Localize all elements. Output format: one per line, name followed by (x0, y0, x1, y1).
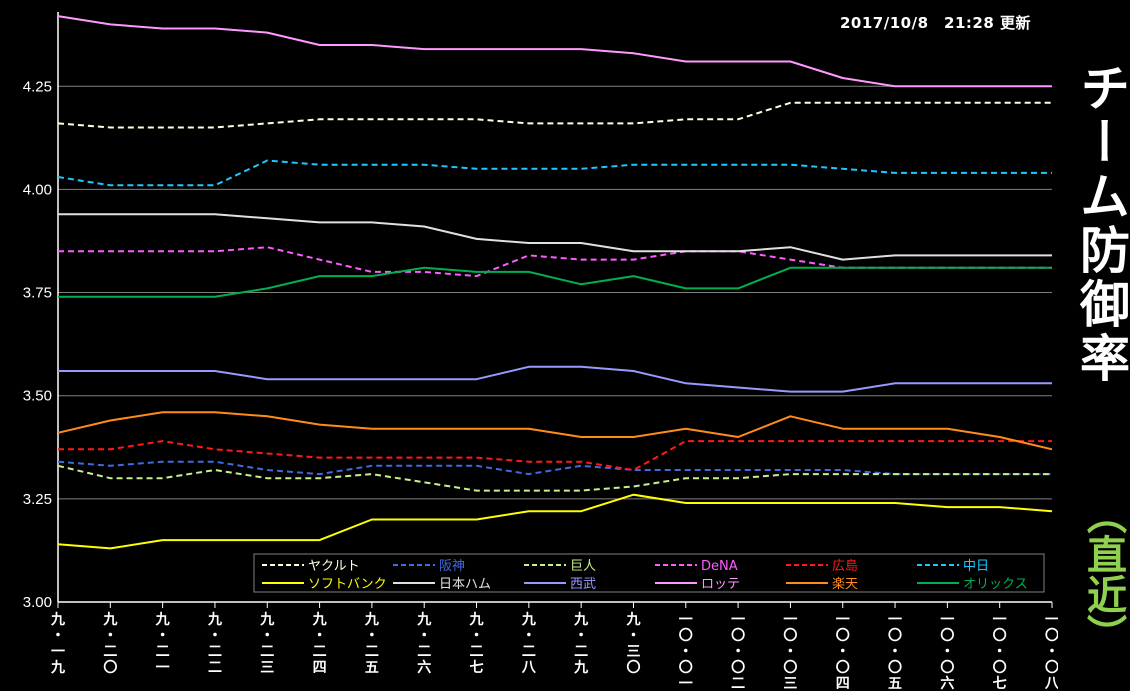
x-tick-label: 九・二六 (416, 612, 431, 676)
series-line-2 (57, 460, 1052, 476)
x-tick-label: 九・二八 (521, 612, 537, 676)
y-tick-label: 4.00 (23, 181, 52, 198)
y-tick-label: 3.50 (23, 388, 52, 405)
y-axis: 3.00 3.25 3.50 3.75 4.00 4.25 (23, 12, 59, 611)
y-tick-label: 3.25 (23, 491, 52, 508)
legend-label-7: ソフトバンク (308, 577, 387, 592)
series-line-12 (58, 266, 1052, 298)
series-line-7 (57, 493, 1053, 550)
x-tick-label: 九・二九 (573, 612, 588, 676)
legend-label-6: 中日 (963, 559, 989, 574)
series-line-6 (57, 159, 1052, 187)
series-line-5 (58, 440, 1052, 471)
x-tick-label: 九・二四 (312, 612, 327, 676)
x-tick-label: 九・三〇 (625, 612, 640, 676)
legend-label-5: 広島 (832, 559, 858, 574)
chart-side-title: チーム防御率 (1072, 62, 1130, 386)
x-tick-label: 九・二二 (207, 612, 222, 676)
x-tick-label: 一〇・〇一 (679, 612, 693, 691)
x-tick-label: 九・二七 (469, 612, 484, 676)
series-line-1 (57, 101, 1052, 129)
x-tick-label: 一〇・〇二 (731, 612, 745, 691)
legend-label-12: オリックス (963, 577, 1028, 592)
y-tick-label: 4.25 (23, 78, 52, 95)
legend-label-1: ヤクルト (308, 559, 360, 574)
x-tick-label: 九・一九 (50, 612, 65, 676)
series-line-11 (57, 411, 1053, 451)
legend-label-8: 日本ハム (439, 577, 491, 592)
legend-label-3: 巨人 (570, 559, 596, 574)
series-line-8 (58, 213, 1052, 261)
x-tick-label: 九・二五 (364, 612, 379, 676)
chart-side-subtitle: （直近） (1080, 494, 1126, 654)
x-tick-label: 一〇・〇七 (993, 612, 1007, 691)
y-tick-label: 3.75 (23, 285, 52, 302)
y-tick-label: 3.00 (23, 594, 52, 611)
series-line-3 (57, 464, 1052, 492)
x-tick-label: 一〇・〇八 (1044, 612, 1058, 691)
updated-timestamp: 2017/10/8 21:28 更新 (840, 14, 1031, 32)
x-axis: 九・一九 九・二〇 九・二一 九・二二 九・二三 九・二四 九・二五 九・二六 九・二七 九・二八… (50, 602, 1058, 691)
series-lines (57, 15, 1053, 550)
series-line-10 (57, 15, 1052, 88)
x-tick-label: 九・二三 (259, 612, 274, 676)
x-tick-label: 一〇・〇四 (836, 612, 850, 691)
series-line-4 (58, 246, 1052, 278)
legend-label-4: DeNA (701, 559, 738, 574)
legend-label-2: 阪神 (439, 559, 465, 574)
x-tick-label: 九・二一 (155, 612, 170, 676)
line-chart: 3.00 3.25 3.50 3.75 4.00 4.25 九・一九 九・二〇 九・二一 九・二… (23, 12, 1058, 691)
gridlines (58, 85, 1052, 603)
legend-label-9: 西武 (570, 577, 596, 592)
legend-label-11: 楽天 (832, 576, 858, 592)
x-tick-label: 一〇・〇三 (783, 612, 797, 691)
x-tick-label: 一〇・〇五 (888, 612, 902, 691)
x-tick-label: 九・二〇 (102, 612, 117, 676)
series-line-9 (58, 365, 1052, 393)
x-tick-label: 一〇・〇六 (940, 612, 954, 691)
legend-label-10: ロッテ (701, 577, 740, 592)
legend-box (253, 553, 1045, 593)
